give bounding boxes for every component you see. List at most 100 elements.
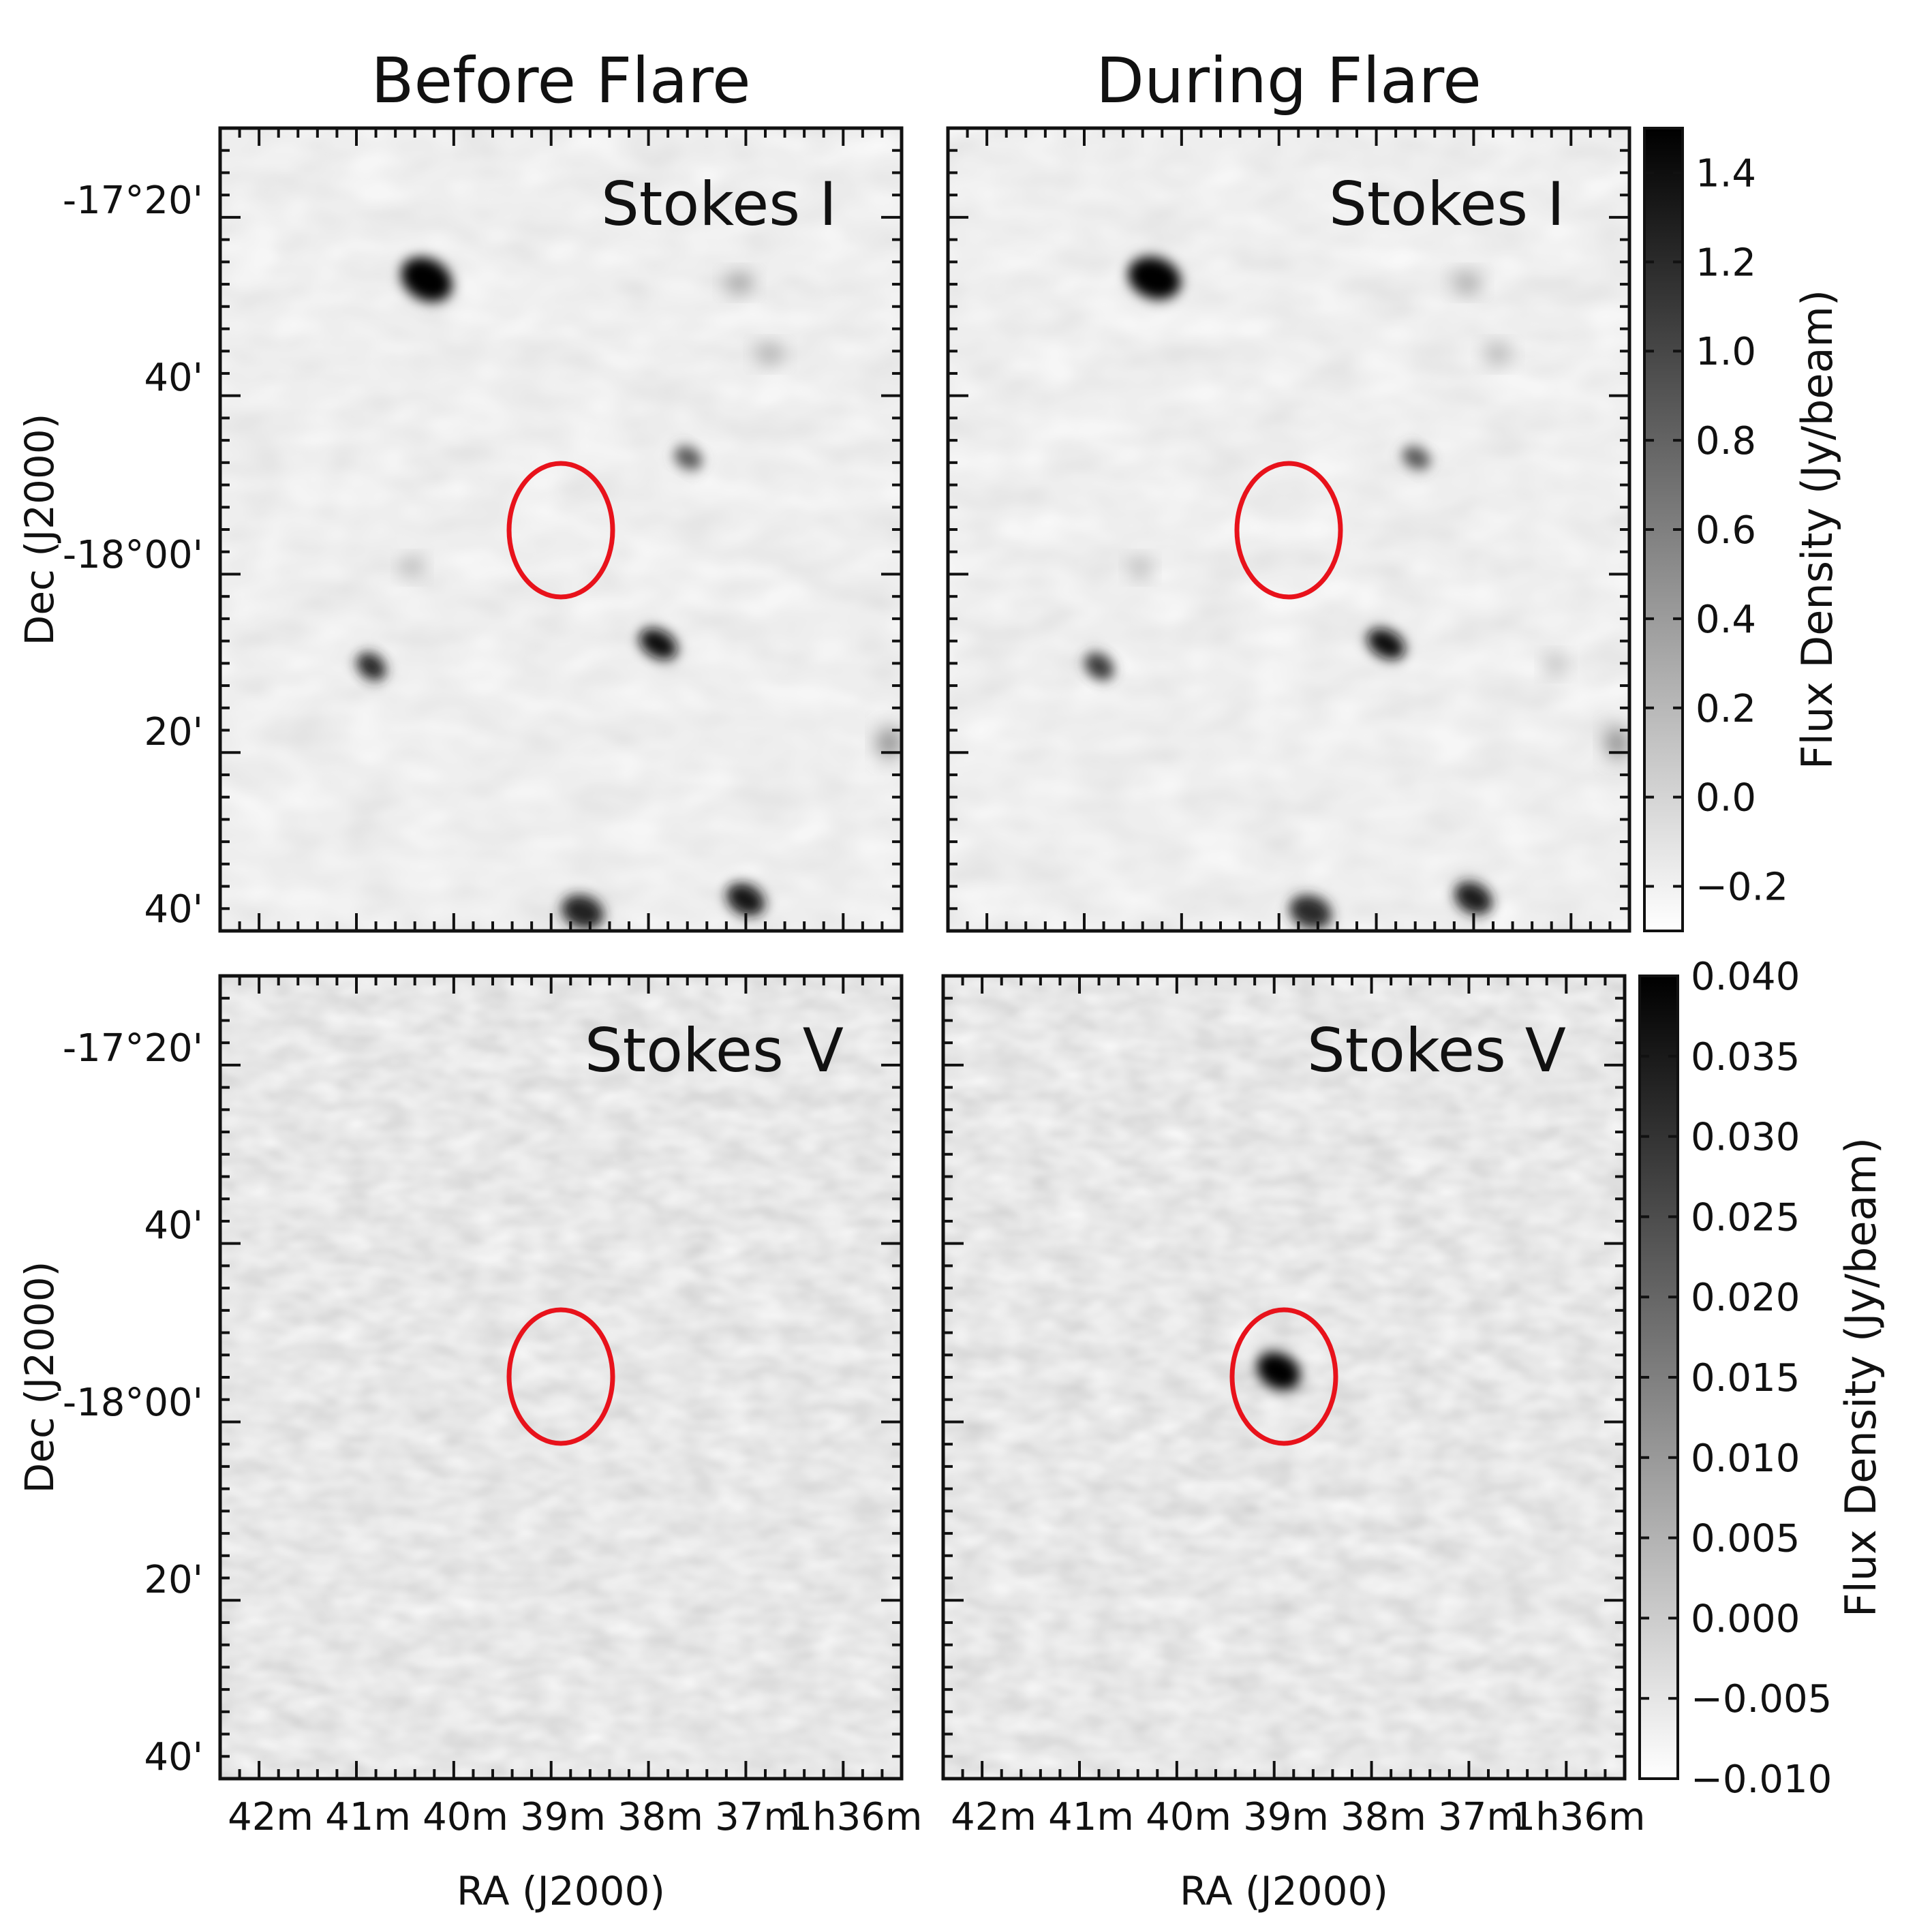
colorbar-tick-label: 1.4 [1696,151,1756,196]
colorbar-tick-label: 0.005 [1691,1517,1800,1561]
radio-source [674,446,703,470]
y-axis-label-top: Dec (J2000) [16,414,63,646]
dec-tick-label: 40' [144,1203,203,1248]
colorbar-tick-labels: 0.040 0.035 0.030 0.025 0.020 0.015 0.010 0.005… [1691,955,1832,1802]
radio-source [1454,881,1493,915]
colorbar-tick-label: 0.020 [1691,1276,1800,1320]
colorbar-tick-label: 0.035 [1691,1035,1800,1079]
target-marker-circle [1229,1307,1338,1446]
radio-source [401,558,423,577]
ra-tick-label: 39m [520,1795,606,1839]
radio-source [726,273,753,293]
ra-tick-label: 39m [1243,1795,1329,1839]
panel-before-stokes-i: Stokes I [218,126,904,933]
ra-tick-label: 1h36m [788,1795,923,1839]
x-axis-label-right: RA (J2000) [1180,1868,1388,1914]
radio-sources [1256,1351,1301,1391]
dec-tick-label: 20' [144,1558,203,1602]
colorbar-tick-label: −0.2 [1696,865,1788,910]
dec-tick-label: 20' [144,710,203,754]
ra-tick-label: 41m [325,1795,411,1839]
panel-during-stokes-i: Stokes I [946,126,1631,933]
radio-source [1129,558,1151,577]
ra-tick-label: 40m [1146,1795,1231,1839]
ra-tick-label: 38m [617,1795,703,1839]
colorbar-label: Flux Density (Jy/beam) [1792,290,1842,769]
dec-tick-labels-top: -17°20' 40' -18°00' 20' 40' [63,179,203,932]
colorbar-stokes-i: 1.4 1.2 1.0 0.8 0.6 0.4 0.2 0.0 −0.2 Flux Densit… [1643,127,1842,932]
colorbar-tick-label: 0.040 [1691,955,1800,999]
colorbar-ticks [1640,975,1678,1780]
radio-source [639,628,677,660]
radio-source [1605,726,1629,759]
colorbar-tick-label: 1.0 [1696,330,1756,374]
colorbar-tick-label: −0.010 [1691,1758,1832,1802]
flare-source [1256,1351,1301,1391]
panel-label: Stokes I [601,169,837,239]
radio-sources [356,257,902,930]
colorbar-tick-labels: 1.4 1.2 1.0 0.8 0.6 0.4 0.2 0.0 −0.2 [1696,151,1788,909]
panel-label: Stokes V [585,1015,844,1086]
radio-source [877,726,902,759]
colorbar-tick-label: 0.025 [1691,1195,1800,1240]
panel-label: Stokes I [1329,169,1565,239]
title-during-flare: During Flare [1096,44,1482,117]
radio-sources [1084,256,1629,930]
colorbar-tick-label: 0.030 [1691,1116,1800,1160]
radio-source [756,344,784,365]
dec-tick-label: 40' [144,887,203,932]
radio-source [356,652,386,681]
colorbar-stokes-v: 0.040 0.035 0.030 0.025 0.020 0.015 0.010 0.005… [1638,955,1886,1802]
radio-source [1289,894,1332,930]
ra-tick-label: 37m [715,1795,801,1839]
panel-noise-texture [220,128,902,931]
radio-source [1084,652,1114,681]
title-before-flare: Before Flare [371,44,750,117]
y-axis-label-bottom: Dec (J2000) [16,1261,63,1494]
panel-during-stokes-v: Stokes V [941,974,1627,1781]
dec-tick-label: -17°20' [63,179,203,223]
radio-source [726,883,765,917]
colorbar-tick-label: 1.2 [1696,241,1756,285]
colorbar-tick-label: −0.005 [1691,1677,1832,1721]
target-marker-circle [506,461,615,600]
radio-source [1402,446,1430,470]
colorbar-label: Flux Density (Jy/beam) [1836,1137,1886,1617]
colorbar-tick-label: 0.8 [1696,419,1756,463]
colorbar-ticks [1644,171,1683,888]
target-marker-circle [1234,461,1343,600]
colorbar-tick-label: 0.000 [1691,1597,1800,1641]
colorbar-tick-label: 0.015 [1691,1356,1800,1400]
ra-tick-labels-left: 42m 41m 40m 39m 38m 37m 1h36m [228,1795,922,1839]
panel-tick-marks [220,128,1629,1779]
radio-source [561,894,604,930]
panel-noise-texture [948,128,1629,931]
colorbar-tick-label: 0.2 [1696,687,1756,731]
ra-tick-label: 1h36m [1512,1795,1646,1839]
panel-noise-texture [220,976,902,1779]
dec-tick-labels-bottom: -17°20' 40' -18°00' 20' 40' [63,1026,203,1779]
radio-source [1367,628,1405,660]
ra-tick-label: 42m [951,1795,1037,1839]
ra-tick-label: 41m [1048,1795,1134,1839]
radio-source [1454,273,1481,293]
dec-tick-label: -18°00' [63,533,203,577]
colorbar-tick-label: 0.4 [1696,598,1756,642]
ra-tick-label: 40m [423,1795,508,1839]
colorbar-tick-label: 0.0 [1696,776,1756,821]
radio-source [401,257,453,302]
panel-label: Stokes V [1307,1015,1566,1086]
ra-tick-label: 38m [1340,1795,1426,1839]
radio-source [1545,655,1567,674]
panel-before-stokes-v: Stokes V [218,974,904,1781]
colorbar-tick-label: 0.6 [1696,508,1756,553]
target-marker-circle [506,1307,615,1446]
dec-tick-label: 40' [144,356,203,400]
dec-tick-label: -17°20' [63,1026,203,1071]
radio-source [1484,344,1512,365]
ra-tick-label: 37m [1438,1795,1524,1839]
colorbar-tick-label: 0.010 [1691,1437,1800,1481]
radio-source [1128,256,1181,300]
ra-tick-labels-right: 42m 41m 40m 39m 38m 37m 1h36m [951,1795,1645,1839]
